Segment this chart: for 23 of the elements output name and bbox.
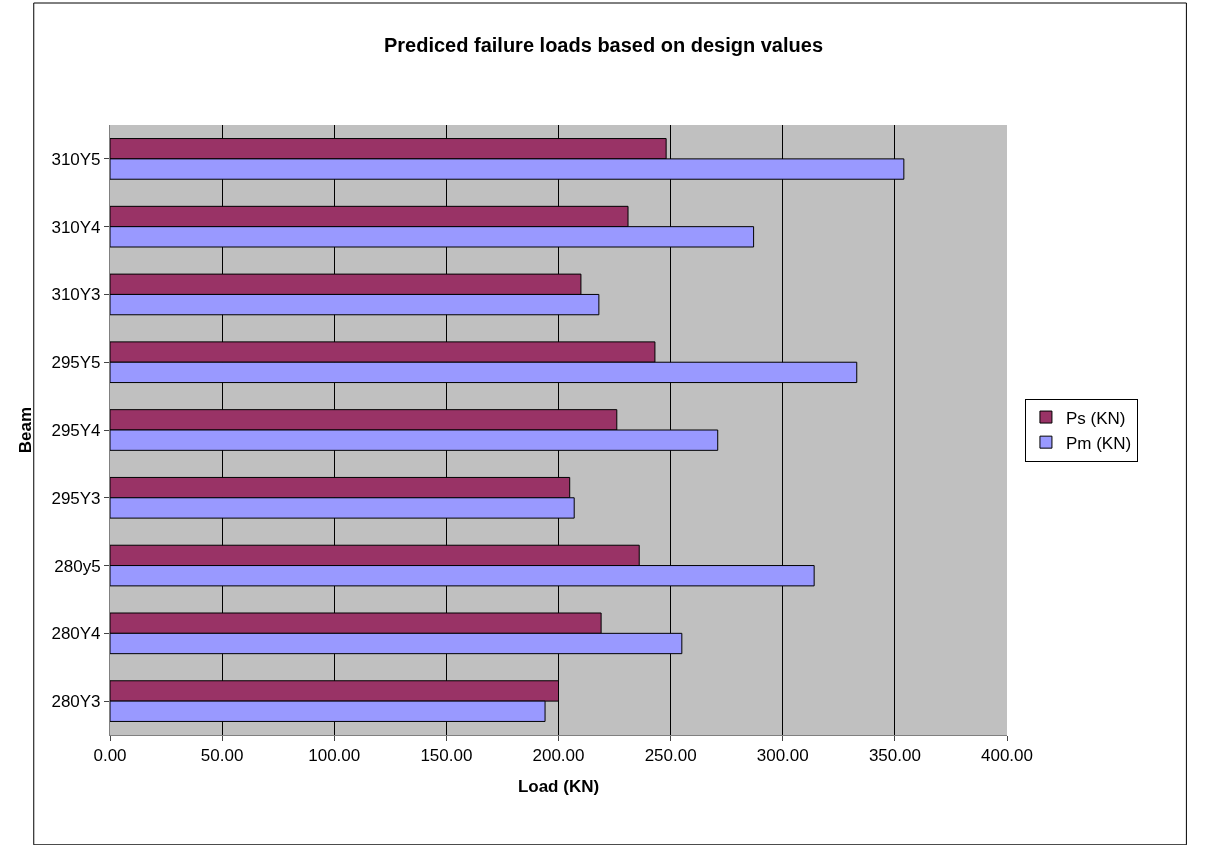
y-tick-label: 280Y3 xyxy=(51,692,101,712)
x-tick-label: 200.00 xyxy=(532,746,585,766)
y-tick-label: 310Y5 xyxy=(51,149,101,169)
x-tick-label: 50.00 xyxy=(200,746,244,766)
y-tick-label: 310Y4 xyxy=(51,217,101,237)
y-tick-label: 280y5 xyxy=(54,556,101,576)
x-tick-label: 250.00 xyxy=(644,746,697,766)
legend-label: Pm (KN) xyxy=(1065,433,1132,453)
x-tick-label: 100.00 xyxy=(308,746,361,766)
x-tick-label: 150.00 xyxy=(420,746,473,766)
y-axis-title: Beam xyxy=(15,406,35,454)
y-tick-label: 295Y3 xyxy=(51,488,101,508)
chart-title: Prediced failure loads based on design values xyxy=(383,34,824,57)
y-tick-label: 280Y4 xyxy=(51,624,101,644)
y-tick-label: 295Y4 xyxy=(51,420,101,440)
x-tick-label: 300.00 xyxy=(756,746,809,766)
y-tick-label: 310Y3 xyxy=(51,285,101,305)
x-tick-label: 400.00 xyxy=(981,746,1033,766)
x-tick-label: 0.00 xyxy=(93,746,127,766)
x-tick-label: 350.00 xyxy=(868,746,921,766)
legend-label: Ps (KN) xyxy=(1065,408,1126,428)
y-tick-label: 295Y5 xyxy=(51,353,101,373)
x-axis-title: Load (KN) xyxy=(517,776,600,796)
